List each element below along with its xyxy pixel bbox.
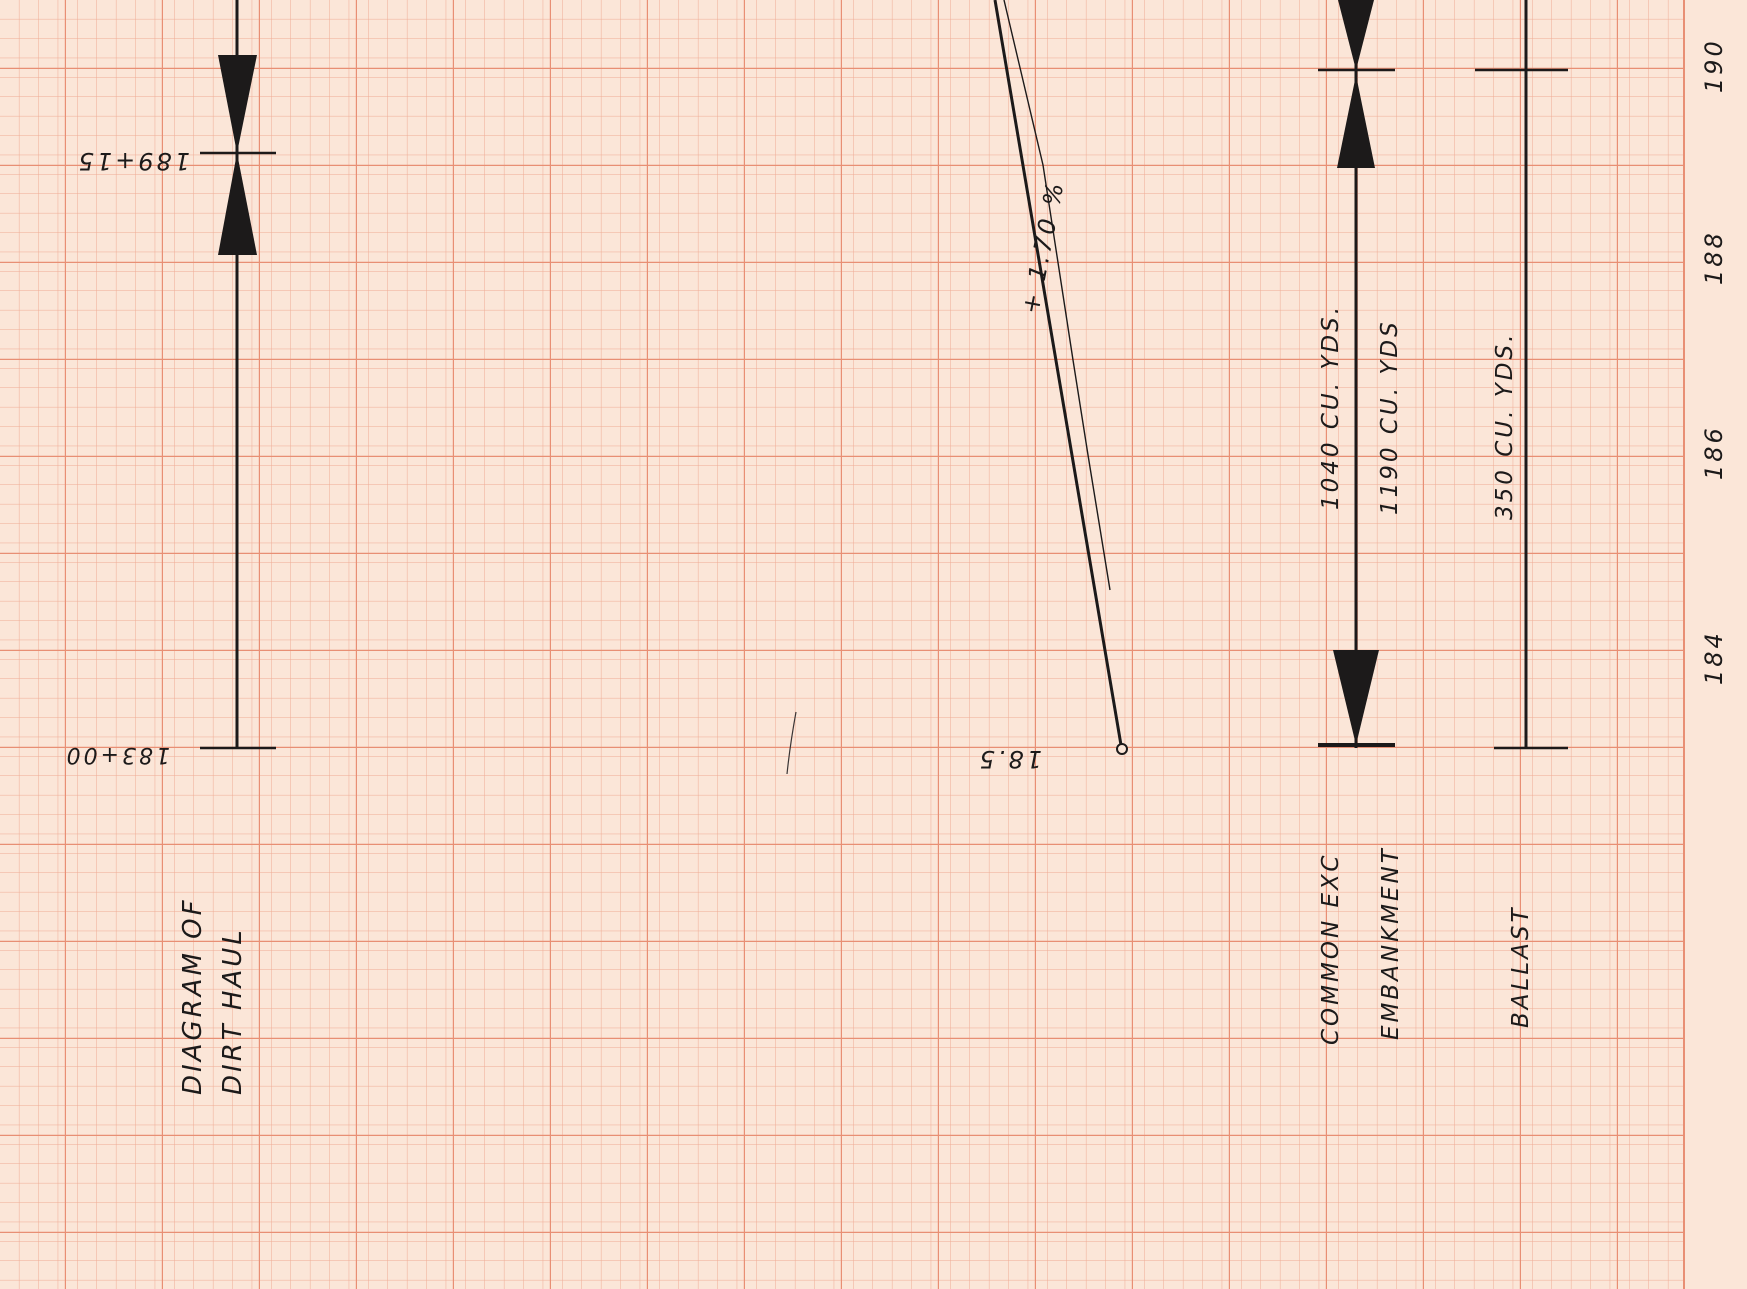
- excavation-arrow-top: [1338, 0, 1374, 70]
- ballast-quantity: 350 CU. YDS.: [1492, 332, 1518, 520]
- diagram-title-line1: DIAGRAM OF: [178, 897, 208, 1095]
- profile-grade-line: [993, 0, 1128, 755]
- station-tick-186: 186: [1700, 425, 1728, 480]
- embankment-quantity: 1190 CU. YDS: [1377, 319, 1403, 515]
- station-label-189-15: 189+15: [76, 147, 190, 175]
- grade-point: [1116, 743, 1128, 755]
- station-tick-188: 188: [1700, 230, 1728, 285]
- pencil-mark: [786, 711, 797, 775]
- dirt-haul-line: [200, 0, 276, 750]
- haul-arrow-up: [218, 55, 257, 153]
- ballast-bar: [1475, 0, 1568, 750]
- station-label-183-00: 183+00: [64, 742, 170, 767]
- right-margin: [1684, 0, 1747, 1289]
- grade-elevation-label: 18.5: [977, 745, 1042, 773]
- excavation-arrow-bottom: [1333, 650, 1379, 745]
- ballast-label: BALLAST: [1508, 905, 1534, 1028]
- excavation-arrow-mid: [1337, 75, 1375, 168]
- station-tick-184: 184: [1700, 630, 1728, 685]
- haul-arrow-down: [218, 153, 257, 255]
- diagram-title-line2: DIRT HAUL: [218, 927, 248, 1095]
- station-tick-190: 190: [1700, 38, 1728, 93]
- excavation-bar: [1318, 0, 1395, 748]
- grid-major: [0, 0, 1690, 1289]
- common-exc-label: COMMON EXC: [1318, 853, 1344, 1045]
- embankment-label: EMBANKMENT: [1378, 846, 1404, 1040]
- common-exc-quantity: 1040 CU. YDS.: [1318, 304, 1344, 510]
